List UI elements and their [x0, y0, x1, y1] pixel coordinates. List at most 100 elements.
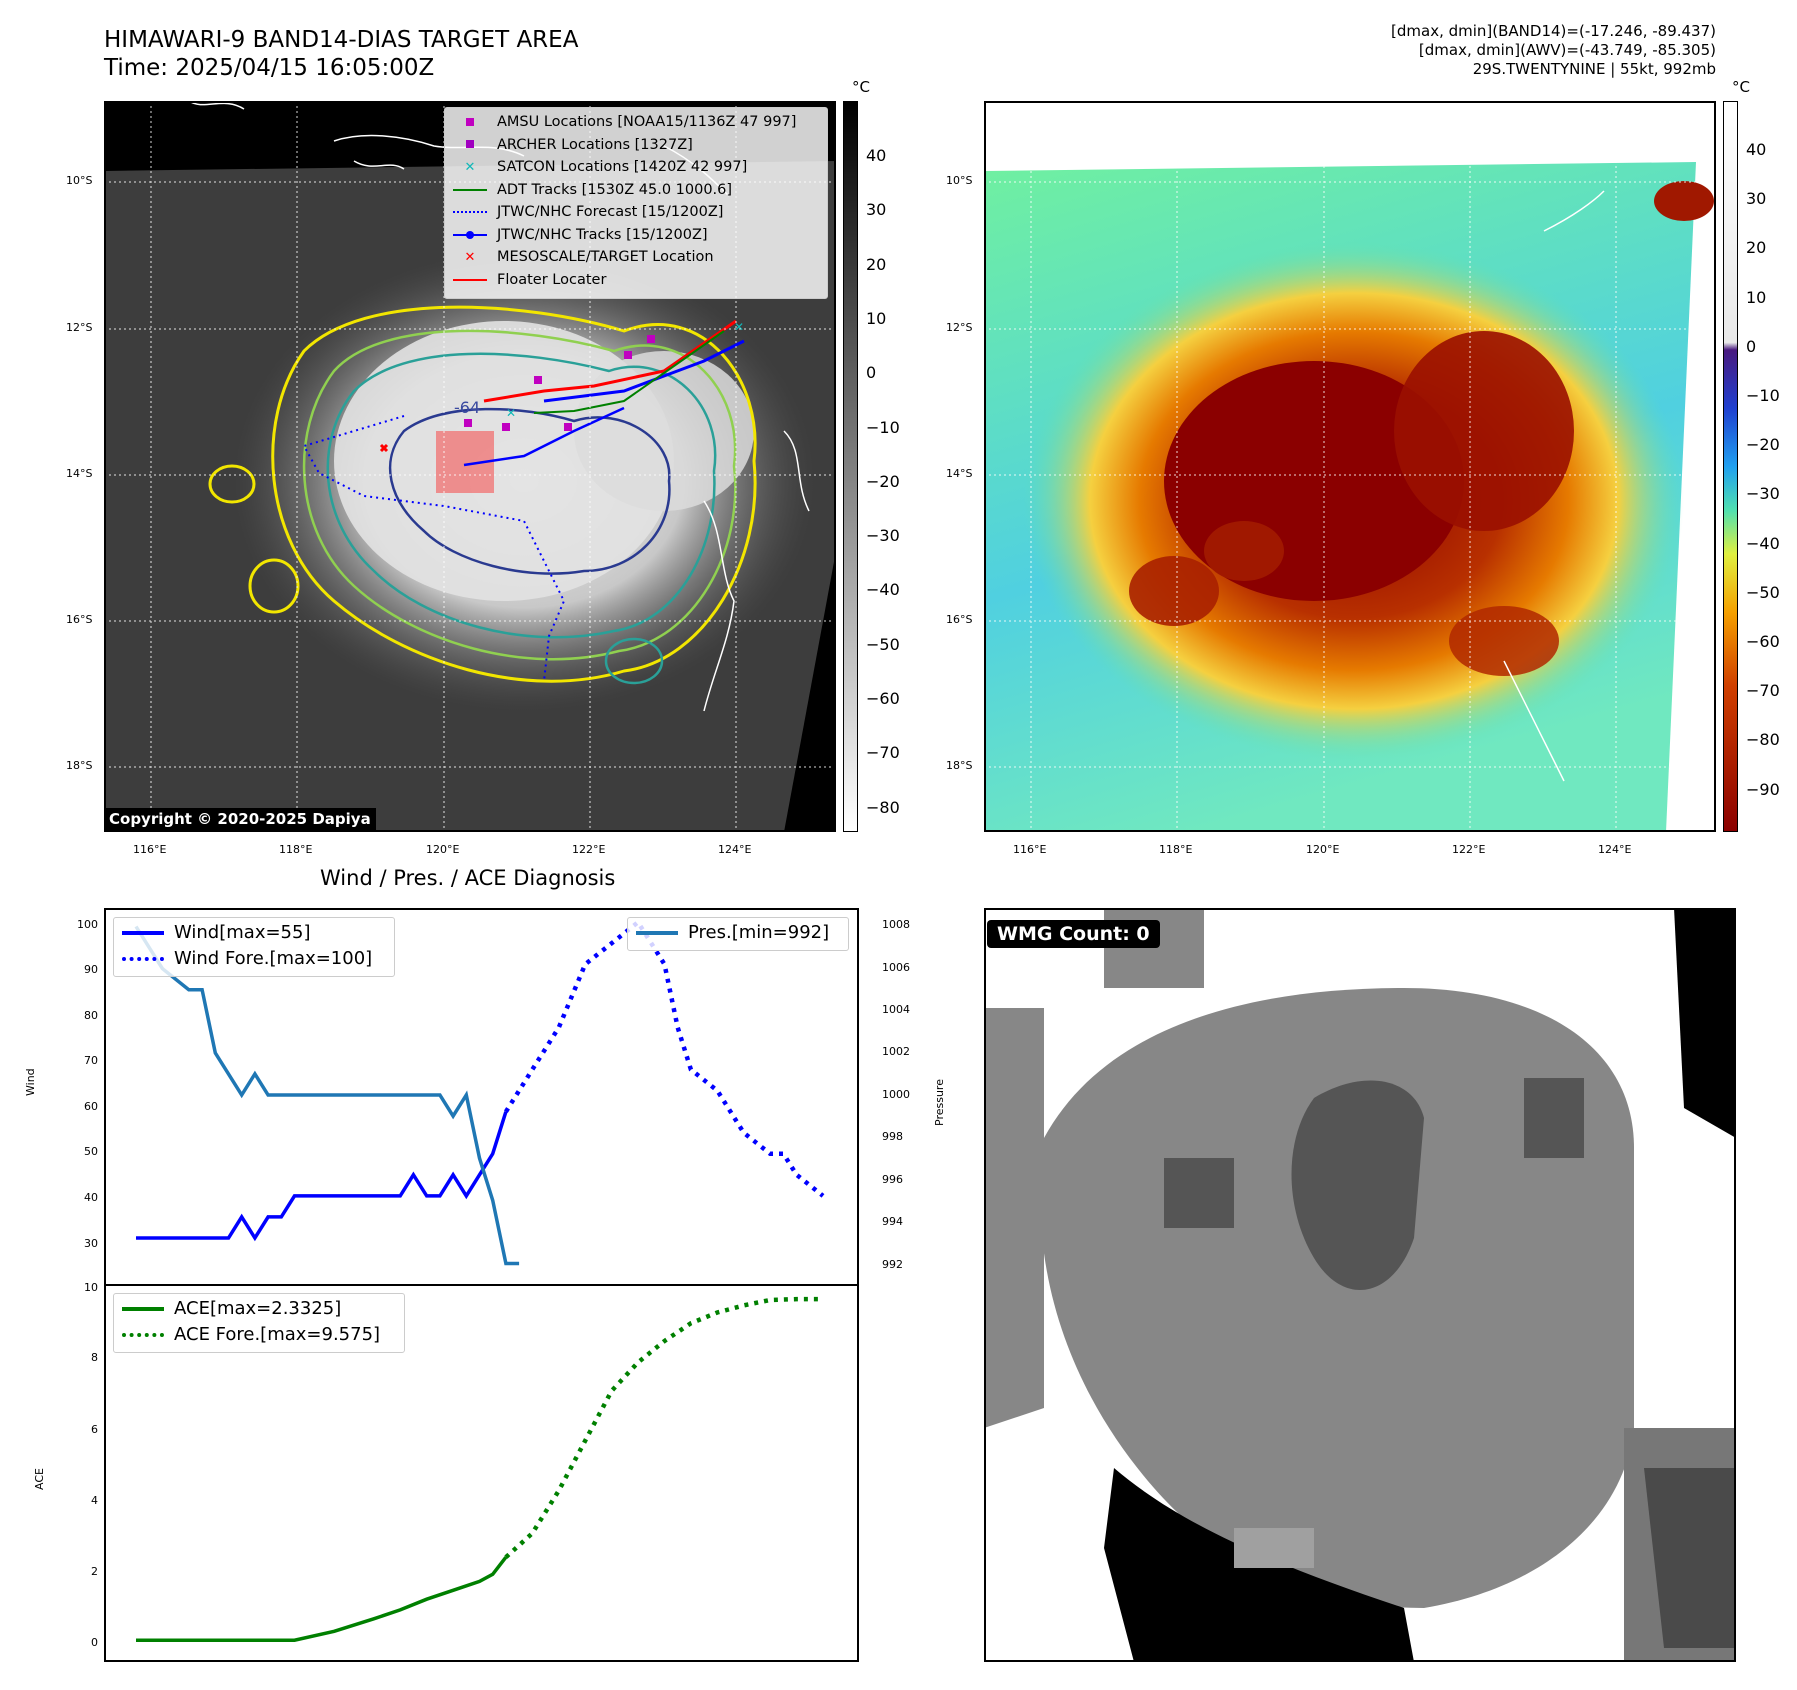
colorbar-gray-tick: −70 [866, 743, 900, 763]
legend-label: Floater Locater [497, 271, 607, 288]
colorbar-color-tick: 10 [1746, 287, 1767, 307]
colorbar-gray-tick: −10 [866, 417, 900, 437]
colorbar-color-tick: −70 [1746, 681, 1780, 701]
pressure-tick: 996 [882, 1173, 903, 1186]
storm-info: [dmax, dmin](BAND14)=(-17.246, -89.437) … [1391, 22, 1716, 79]
jtwc-forecast [302, 415, 566, 682]
wind-tick: 70 [84, 1054, 98, 1067]
pressure-tick: 994 [882, 1215, 903, 1228]
pressure-tick: 1008 [882, 918, 910, 931]
colorbar-color-tick: 0 [1746, 336, 1757, 356]
legend-entry: JTWC/NHC Forecast [15/1200Z] [453, 202, 723, 222]
colorbar-gray-tick: 20 [866, 254, 887, 274]
legend-swatch-ace-fore [122, 1332, 164, 1337]
lon-label-124e-b: 124°E [1598, 843, 1632, 856]
lat-label-10s-b: 10°S [946, 174, 973, 187]
legend-pres: Pres.[min=992] [688, 922, 830, 943]
colorbar-gray-unit: °C [852, 78, 870, 96]
lon-label-124e: 124°E [718, 843, 752, 856]
wmg-panel [984, 908, 1736, 1662]
colorbar-color-tick: −40 [1746, 533, 1780, 553]
legend-ace: ACE[max=2.3325] [174, 1298, 342, 1319]
contour-navy [389, 407, 671, 575]
lon-label-120e: 120°E [426, 843, 460, 856]
copyright-badge: Copyright © 2020-2025 Dapiya [104, 808, 376, 830]
legend-wind-fore: Wind Fore.[max=100] [174, 948, 373, 969]
ace-tick: 8 [91, 1351, 98, 1364]
wind-tick: 40 [84, 1191, 98, 1204]
jtwc-track [463, 406, 625, 467]
wind-axis-label: Wind [24, 1068, 37, 1096]
wind-tick: 90 [84, 963, 98, 976]
pressure-tick: 1002 [882, 1045, 910, 1058]
legend-marker-square [453, 115, 487, 130]
pressure-tick: 1000 [882, 1088, 910, 1101]
legend-label: ADT Tracks [1530Z 45.0 1000.6] [497, 181, 733, 198]
colorbar-gray-tick: −20 [866, 471, 900, 491]
ace-legend: ACE[max=2.3325] ACE Fore.[max=9.575] [113, 1293, 405, 1353]
lon-label-118e: 118°E [279, 843, 313, 856]
wind-tick: 30 [84, 1237, 98, 1250]
diagnosis-title: Wind / Pres. / ACE Diagnosis [320, 866, 616, 890]
legend-label: ARCHER Locations [1327Z] [497, 136, 693, 153]
ace-tick: 4 [91, 1494, 98, 1507]
wind-tick: 100 [77, 918, 98, 931]
colorbar-color-tick: 40 [1746, 140, 1767, 159]
pressure-tick: 1004 [882, 1003, 910, 1016]
lat-label-12s-b: 12°S [946, 321, 973, 334]
colorbar-color-tick: 30 [1746, 189, 1767, 209]
pressure-tick: 992 [882, 1258, 903, 1271]
wind-tick: 50 [84, 1145, 98, 1158]
contour-label: -64 [454, 398, 480, 417]
colorbar-color-tick: −20 [1746, 435, 1780, 455]
lat-label-16s: 16°S [66, 613, 93, 626]
lon-label-122e: 122°E [572, 843, 606, 856]
lat-label-16s-b: 16°S [946, 613, 973, 626]
pressure-tick: 998 [882, 1130, 903, 1143]
legend-entry: ARCHER Locations [1327Z] [453, 135, 693, 155]
legend-marker-x: ✕ [464, 249, 476, 265]
amsu-marker [624, 351, 632, 359]
ace-tick: 2 [91, 1565, 98, 1578]
lat-label-10s: 10°S [66, 174, 93, 187]
lon-label-116e: 116°E [133, 843, 167, 856]
legend-label: SATCON Locations [1420Z 42 997] [497, 159, 748, 175]
lon-label-122e-b: 122°E [1452, 843, 1486, 856]
map-legend: AMSU Locations [NOAA15/1136Z 47 997] ARCH… [444, 107, 828, 299]
wind-tick: 80 [84, 1009, 98, 1022]
chart-title: HIMAWARI-9 BAND14-DIAS TARGET AREA Time:… [104, 26, 578, 82]
wind-tick: 60 [84, 1100, 98, 1113]
lon-label-116e-b: 116°E [1013, 843, 1047, 856]
lon-label-120e-b: 120°E [1306, 843, 1340, 856]
color-map-panel [984, 101, 1716, 832]
legend-marker-line [453, 182, 487, 197]
legend-ace-fore: ACE Fore.[max=9.575] [174, 1324, 381, 1345]
colorbar-gray-tick: −50 [866, 634, 900, 654]
wmg-gray-region [1040, 988, 1634, 1608]
legend-marker-line-dot [453, 227, 487, 242]
contour-teal [326, 352, 717, 639]
legend-label: JTWC/NHC Forecast [15/1200Z] [497, 204, 724, 220]
pressure-legend: Pres.[min=992] [627, 917, 849, 951]
colorbar-gray-tick: 10 [866, 308, 887, 328]
ace-tick: 6 [91, 1423, 98, 1436]
lat-label-14s: 14°S [66, 467, 93, 480]
legend-entry: JTWC/NHC Tracks [15/1200Z] [453, 225, 708, 245]
pressure-tick: 1006 [882, 961, 910, 974]
legend-marker-dotted [453, 205, 487, 220]
colorbar-color-tick: −50 [1746, 582, 1780, 602]
legend-marker-square [453, 137, 487, 152]
ace-series-1 [504, 1296, 823, 1559]
legend-label: JTWC/NHC Tracks [15/1200Z] [497, 226, 708, 243]
floater-locater [483, 319, 737, 403]
ace-axis-label: ACE [33, 1468, 46, 1490]
legend-marker-line [453, 272, 487, 287]
legend-label: MESOSCALE/TARGET Location [497, 249, 714, 265]
pressure-series-0 [134, 925, 520, 1266]
colorbar-color [1723, 101, 1738, 832]
legend-label: AMSU Locations [NOAA15/1136Z 47 997] [497, 114, 797, 130]
satcon-marker: ✕ [506, 406, 516, 420]
wind-legend: Wind[max=55] Wind Fore.[max=100] [113, 917, 395, 977]
colorbar-gray [843, 101, 858, 832]
wmg-black-region [1674, 908, 1736, 1138]
